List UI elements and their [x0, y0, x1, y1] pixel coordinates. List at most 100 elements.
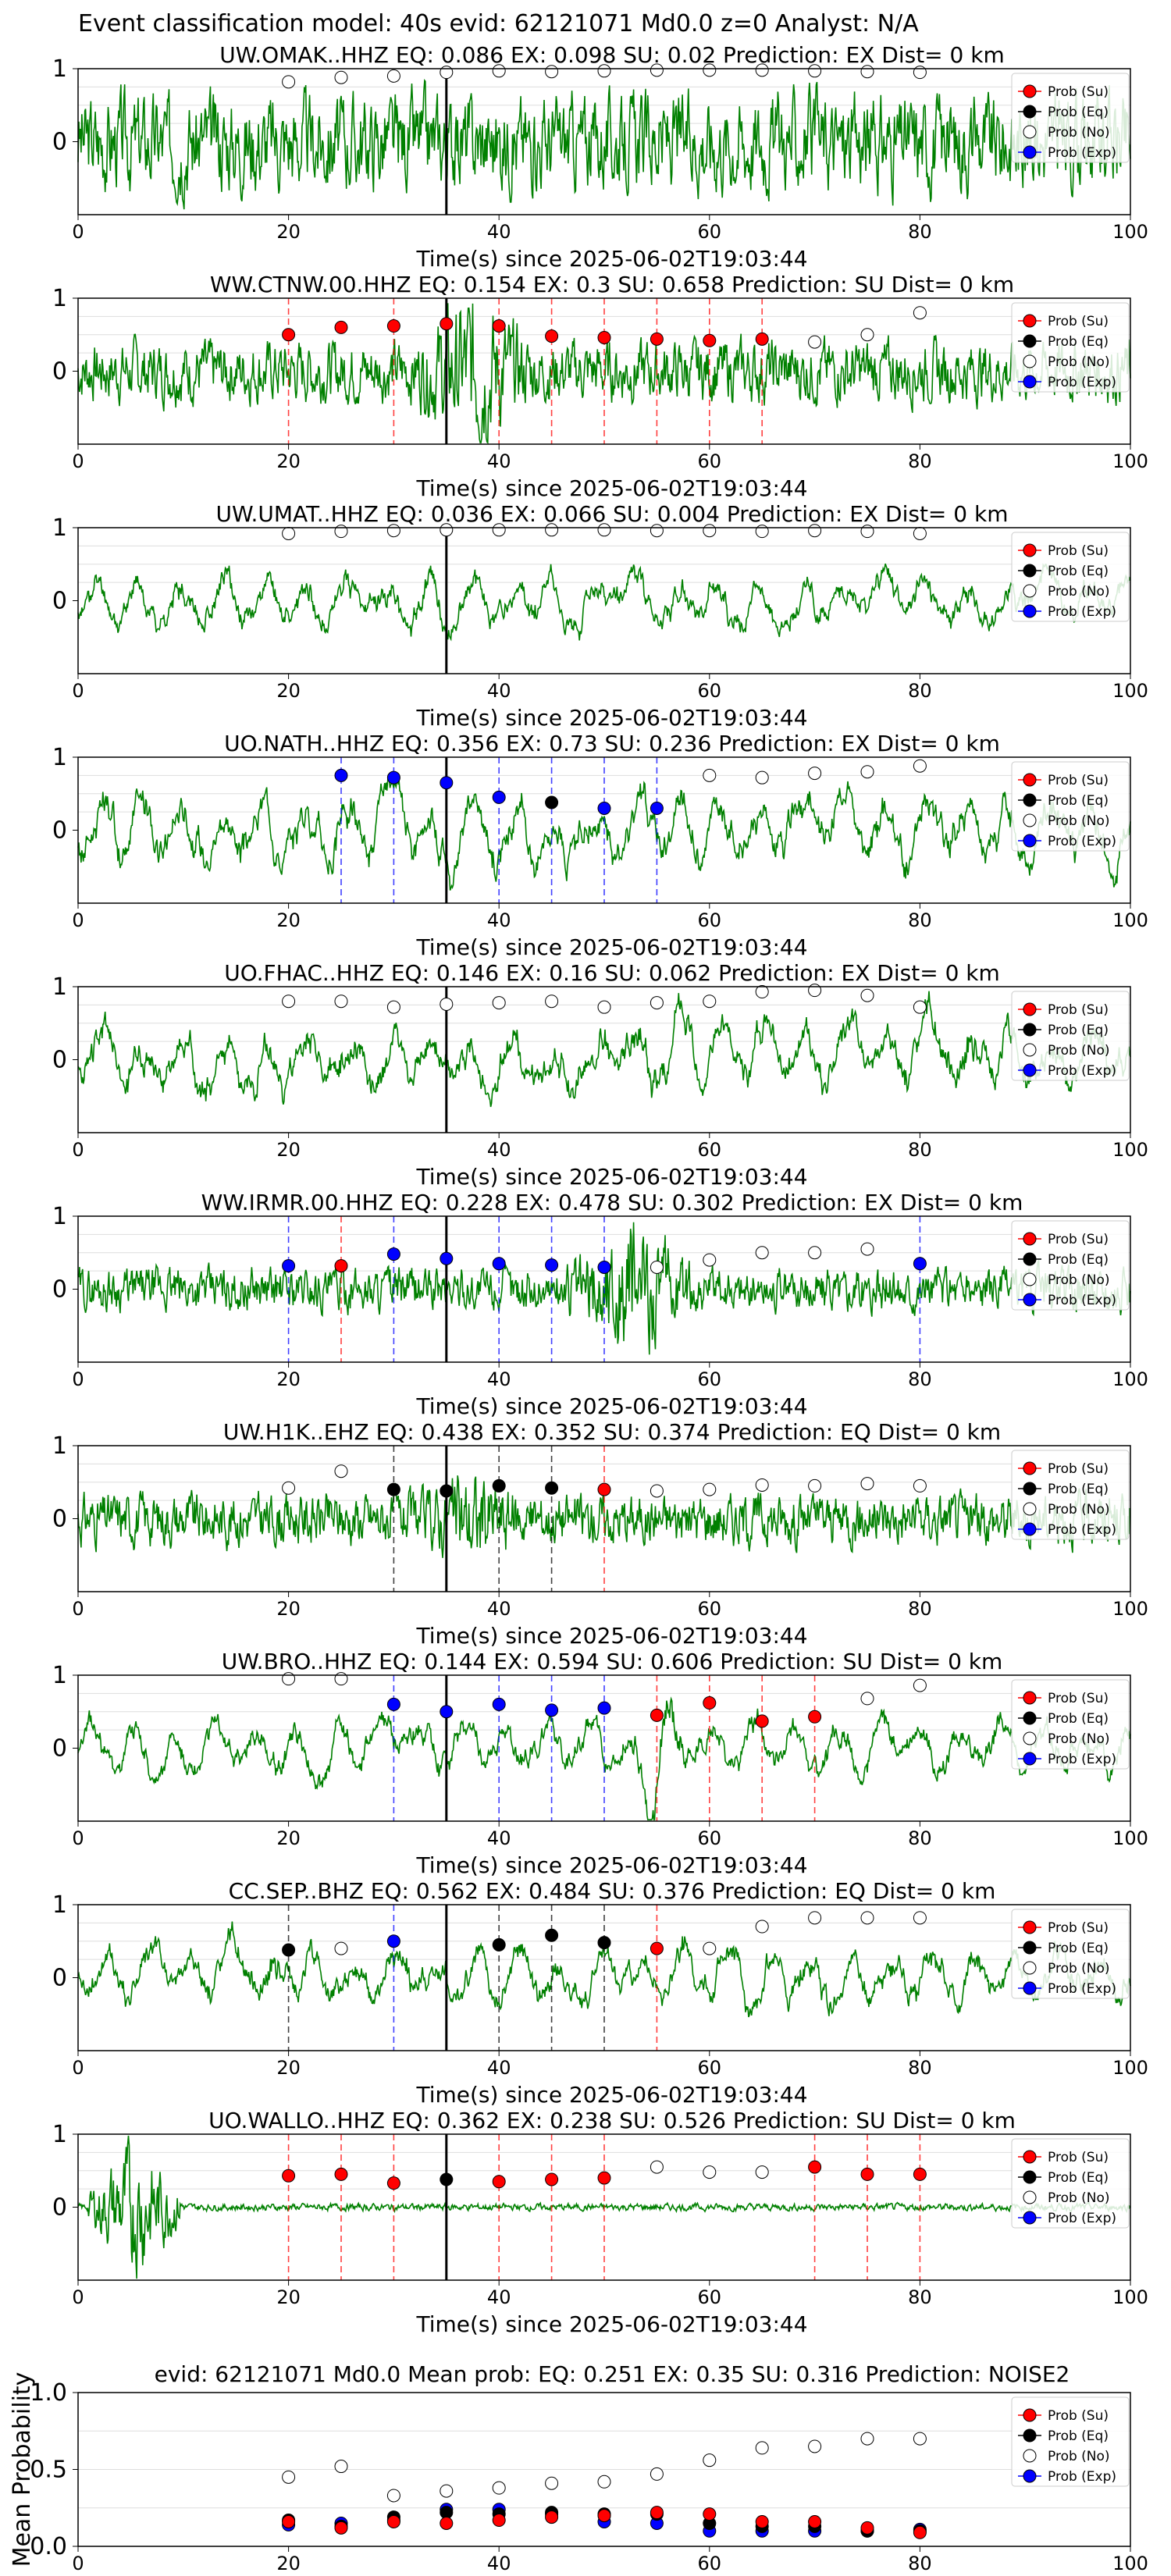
x-tick-label: 60	[698, 2057, 722, 2079]
mean-probability-point	[386, 2514, 400, 2528]
probability-point	[545, 1258, 559, 1272]
x-tick-label: 40	[487, 1598, 511, 1620]
x-axis-label: Time(s) since 2025-06-02T19:03:44	[415, 2082, 807, 2108]
legend-marker	[1023, 2408, 1037, 2422]
legend-marker	[1023, 1711, 1037, 1725]
legend-label: Prob (Exp)	[1048, 834, 1116, 849]
mean-probability-point	[492, 2514, 506, 2528]
legend-marker	[1023, 2190, 1037, 2204]
probability-point	[755, 332, 769, 346]
legend-label: Prob (No)	[1048, 1502, 1110, 1517]
probability-point	[755, 1714, 769, 1728]
x-tick-label: 40	[487, 1827, 511, 1849]
legend-label: Prob (Exp)	[1048, 1522, 1116, 1538]
y-tick-label: 0	[52, 129, 67, 156]
probability-point	[440, 66, 454, 80]
mean-probability-point	[282, 2514, 296, 2528]
probability-point	[545, 2172, 559, 2186]
x-tick-label: 40	[487, 909, 511, 931]
probability-point	[755, 2165, 769, 2179]
x-tick-label: 100	[1112, 1368, 1148, 1390]
probability-point	[913, 1478, 927, 1493]
y-tick-label: 0	[52, 1965, 67, 1992]
x-axis-label: Time(s) since 2025-06-02T19:03:44	[415, 934, 807, 960]
y-axis-label: Mean Probability	[9, 2372, 36, 2567]
station-panel: UW.H1K..EHZ EQ: 0.438 EX: 0.352 SU: 0.37…	[52, 1419, 1148, 1649]
legend-frame	[1011, 761, 1130, 852]
y-tick-label: 1	[52, 55, 67, 83]
legend-marker	[1023, 125, 1037, 139]
legend-frame	[1011, 1220, 1130, 1311]
probability-point	[282, 1943, 296, 1957]
mean-probability-point	[545, 2476, 559, 2490]
x-axis-label: Time(s) since 2025-06-02T19:03:44	[415, 475, 807, 501]
probability-point	[703, 333, 717, 347]
legend-label: Prob (Eq)	[1048, 1482, 1109, 1497]
legend-marker	[1023, 1981, 1037, 1995]
legend-label: Prob (Exp)	[1048, 2211, 1116, 2226]
probability-point	[703, 2165, 717, 2179]
legend-marker	[1023, 1063, 1037, 1077]
legend-label: Prob (Su)	[1048, 1461, 1109, 1477]
probability-point	[703, 1482, 717, 1496]
legend-marker	[1023, 1043, 1037, 1057]
probability-point	[755, 1478, 769, 1492]
x-tick-label: 0	[72, 1368, 84, 1390]
probability-point	[282, 1481, 296, 1495]
x-tick-label: 60	[698, 1368, 722, 1390]
probability-point	[703, 63, 717, 77]
y-tick-label: 0	[52, 358, 67, 386]
y-tick-label: 1	[52, 285, 67, 312]
probability-point	[545, 329, 559, 343]
probability-point	[650, 2160, 664, 2174]
legend-marker	[1023, 84, 1037, 98]
probability-point	[650, 801, 664, 815]
probability-point	[282, 1259, 296, 1273]
mean-probability-point	[650, 2506, 664, 2520]
x-tick-label: 80	[908, 1139, 932, 1161]
legend-label: Prob (Su)	[1048, 543, 1109, 559]
mean-probability-point	[334, 2460, 348, 2474]
legend-label: Prob (Exp)	[1048, 1293, 1116, 1308]
x-tick-label: 80	[908, 221, 932, 243]
legend-label: Prob (Exp)	[1048, 1063, 1116, 1079]
legend: Prob (Su) Prob (Eq) Prob (No) Prob (Exp)	[1011, 2396, 1130, 2487]
probability-point	[597, 1701, 611, 1715]
probability-point	[545, 1481, 559, 1495]
probability-point	[492, 523, 506, 537]
probability-point	[597, 801, 611, 815]
legend: Prob (Su) Prob (Eq) Prob (No) Prob (Exp)	[1011, 73, 1130, 163]
x-axis-label: Time(s) since 2025-06-02T19:03:44	[415, 1623, 807, 1649]
probability-point	[860, 765, 874, 779]
x-tick-label: 80	[908, 2286, 932, 2308]
probability-point	[545, 795, 559, 809]
probability-point	[545, 523, 559, 537]
x-tick-label: 100	[1112, 221, 1148, 243]
y-tick-label: 1.0	[30, 2379, 67, 2407]
x-tick-label: 80	[908, 2057, 932, 2079]
x-tick-label: 100	[1112, 680, 1148, 702]
x-tick-label: 60	[698, 1598, 722, 1620]
x-tick-label: 0	[72, 909, 84, 931]
probability-point	[386, 2176, 400, 2190]
probability-point	[282, 328, 296, 342]
x-axis-label: Time(s) since 2025-06-02T19:03:44	[415, 705, 807, 731]
probability-point	[860, 525, 874, 539]
x-tick-label: 0	[72, 2286, 84, 2308]
probability-point	[492, 1257, 506, 1271]
probability-point	[440, 1251, 454, 1265]
y-tick-label: 1	[52, 514, 67, 542]
legend-label: Prob (No)	[1048, 2190, 1110, 2206]
waveform-trace	[77, 79, 1131, 210]
x-tick-label: 40	[487, 1368, 511, 1390]
x-tick-label: 20	[276, 680, 301, 702]
probability-point	[650, 63, 664, 77]
legend-marker	[1023, 2449, 1037, 2463]
probability-point	[386, 770, 400, 785]
probability-point	[440, 1705, 454, 1719]
y-tick-label: 0	[52, 1735, 67, 1763]
station-panel: UO.WALLO..HHZ EQ: 0.362 EX: 0.238 SU: 0.…	[52, 2108, 1148, 2337]
legend-marker	[1023, 1752, 1037, 1766]
station-panel: UO.FHAC..HHZ EQ: 0.146 EX: 0.16 SU: 0.06…	[52, 960, 1148, 1190]
probability-point	[282, 1672, 296, 1686]
